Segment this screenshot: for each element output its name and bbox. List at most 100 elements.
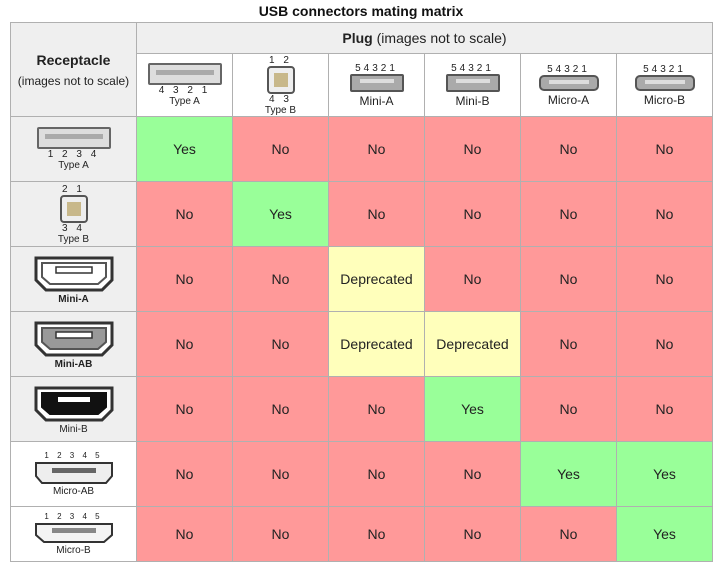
receptacle-label: Type B (57, 233, 90, 245)
type-a-receptacle-icon (36, 127, 111, 149)
cell: No (520, 506, 617, 562)
plug-pins: 54321 (643, 63, 686, 75)
cell: Yes (424, 376, 521, 442)
page-title: USB connectors mating matrix (258, 3, 464, 19)
receptacle-pins: 1 2 3 4 5 (44, 451, 103, 460)
cell: No (520, 116, 617, 182)
receptacle-micro-b: 1 2 3 4 5 Micro-B (10, 506, 137, 562)
cell: No (328, 441, 425, 507)
cell: No (136, 376, 233, 442)
micro-a-plug-icon (538, 74, 599, 91)
cell: No (424, 506, 521, 562)
cell: No (232, 246, 329, 312)
plug-pins: 54321 (547, 63, 590, 75)
type-b-plug-icon (266, 65, 295, 94)
cell: No (424, 181, 521, 247)
cell: Deprecated (328, 246, 425, 312)
cell: No (520, 181, 617, 247)
cell: No (136, 246, 233, 312)
cell: No (520, 246, 617, 312)
plug-label: Mini-B (455, 93, 490, 108)
cell: No (328, 181, 425, 247)
mini-a-plug-icon (349, 73, 404, 92)
plug-header-title: Plug (342, 30, 373, 46)
receptacle-type-b: 2 1 3 4 Type B (10, 181, 137, 247)
cell: Yes (616, 506, 713, 562)
receptacle-label: Mini-B (59, 423, 88, 435)
receptacle-label: Micro-B (56, 545, 91, 556)
matrix-row: Mini-B No No No Yes No No (10, 376, 713, 442)
receptacle-label: Type A (58, 160, 89, 171)
plug-header-subtitle: (images not to scale) (376, 30, 507, 46)
receptacle-pins: 1 2 3 4 5 (44, 512, 103, 521)
cell: No (328, 116, 425, 182)
cell: No (616, 376, 713, 442)
plug-label: Type A (169, 96, 200, 107)
matrix-row: 1 2 3 4 5 Micro-B No No No No No Yes (10, 506, 713, 562)
plug-mini-b: 54321 Mini-B (424, 53, 521, 117)
receptacle-pins-top: 2 1 (62, 183, 85, 195)
micro-b-receptacle-icon (34, 523, 113, 543)
cell: No (424, 116, 521, 182)
corner-header: Receptacle (images not to scale) (10, 22, 137, 117)
cell: No (136, 311, 233, 377)
mini-a-receptacle-icon (34, 256, 113, 291)
cell: Deprecated (328, 311, 425, 377)
plug-label: Mini-A (359, 93, 394, 108)
mating-matrix-table: Receptacle (images not to scale) Plug (i… (10, 22, 713, 562)
cell: No (232, 441, 329, 507)
cell: No (136, 181, 233, 247)
matrix-row: 2 1 3 4 Type B No Yes No No No No (10, 181, 713, 247)
receptacle-label: Mini-A (58, 293, 89, 305)
cell: Yes (136, 116, 233, 182)
plug-micro-b: 54321 Micro-B (616, 53, 713, 117)
matrix-row: 1 2 3 4 5 Micro-AB No No No No Yes Yes (10, 441, 713, 507)
mini-b-receptacle-icon (34, 386, 113, 421)
matrix-row: Mini-A No No Deprecated No No No (10, 246, 713, 312)
plug-pins-top: 1 2 (269, 54, 292, 66)
receptacle-pins: 1 2 3 4 (47, 149, 100, 160)
cell: No (328, 506, 425, 562)
cell: No (616, 116, 713, 182)
cell: No (520, 311, 617, 377)
plug-pins: 54321 (451, 62, 494, 74)
type-a-plug-icon (147, 63, 222, 85)
plug-pins-bottom: 4 3 (269, 93, 292, 105)
cell: No (616, 246, 713, 312)
cell: No (424, 246, 521, 312)
matrix-row: 1 2 3 4 Type A Yes No No No No No (10, 116, 713, 182)
cell: No (520, 376, 617, 442)
receptacle-header-title: Receptacle (36, 51, 111, 68)
mini-ab-receptacle-icon (34, 321, 113, 356)
cell: No (232, 311, 329, 377)
receptacle-label: Micro-AB (52, 486, 95, 497)
cell: Deprecated (424, 311, 521, 377)
plug-type-a: 4 3 2 1 Type A (136, 53, 233, 117)
micro-b-plug-icon (634, 74, 695, 91)
receptacle-micro-ab: 1 2 3 4 5 Micro-AB (10, 441, 137, 507)
cell: No (136, 441, 233, 507)
cell: No (136, 506, 233, 562)
plug-pins: 54321 (355, 62, 398, 74)
plug-type-b: 1 2 4 3 Type B (232, 53, 329, 117)
micro-ab-receptacle-icon (34, 462, 113, 484)
receptacle-label: Mini-AB (54, 358, 93, 370)
receptacle-mini-a: Mini-A (10, 246, 137, 312)
cell: Yes (616, 441, 713, 507)
cell: No (232, 116, 329, 182)
cell: No (328, 376, 425, 442)
cell: No (232, 506, 329, 562)
plug-label: Micro-A (547, 92, 590, 107)
cell: Yes (520, 441, 617, 507)
cell: No (232, 376, 329, 442)
plug-micro-a: 54321 Micro-A (520, 53, 617, 117)
cell: No (616, 181, 713, 247)
cell: No (616, 311, 713, 377)
receptacle-type-a: 1 2 3 4 Type A (10, 116, 137, 182)
receptacle-mini-b: Mini-B (10, 376, 137, 442)
cell: Yes (232, 181, 329, 247)
receptacle-mini-ab: Mini-AB (10, 311, 137, 377)
plug-mini-a: 54321 Mini-A (328, 53, 425, 117)
plug-header: Plug (images not to scale) (136, 22, 713, 54)
plug-pins: 4 3 2 1 (158, 85, 211, 96)
